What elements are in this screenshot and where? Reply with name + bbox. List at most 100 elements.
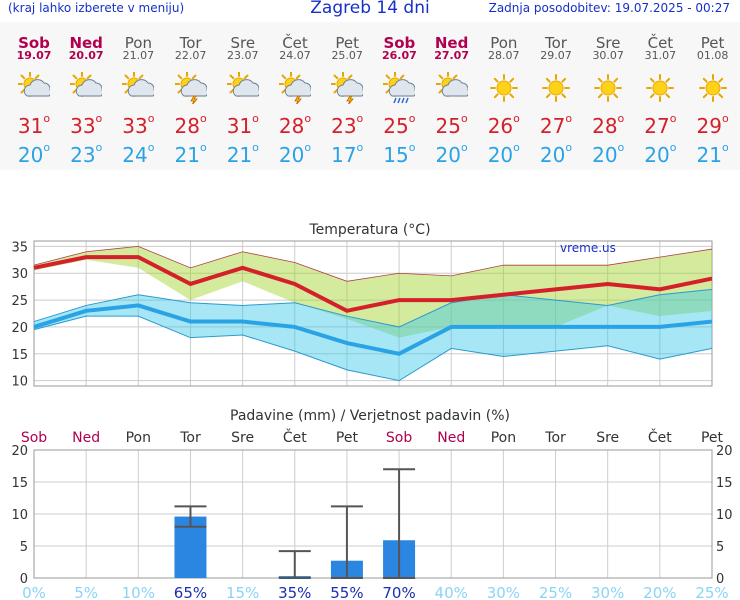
precipitation-probability: 20% xyxy=(643,584,676,600)
day-column: Ned 20.07 33o 23o xyxy=(60,22,112,170)
day-name: Tor xyxy=(179,34,202,52)
day-name: Pet xyxy=(335,34,359,52)
day-column: Tor 22.07 28o 21o xyxy=(165,22,217,170)
day-name: Tor xyxy=(545,34,567,52)
sun-thunderstorm-icon xyxy=(278,71,313,106)
day-name: Ned xyxy=(69,34,103,52)
sun-cloud-icon xyxy=(121,71,156,104)
precipitation-probability: 10% xyxy=(122,584,155,600)
x-tick-label: Ned xyxy=(72,430,100,446)
min-temperature: 20o xyxy=(278,141,312,167)
precipitation-probability: 25% xyxy=(539,584,572,600)
sun-icon xyxy=(488,72,520,104)
day-date: 28.07 xyxy=(488,49,520,62)
sun-rain-icon xyxy=(382,71,417,104)
precipitation-probability: 55% xyxy=(330,584,363,600)
day-column: Sre 30.07 28o 20o xyxy=(582,22,634,170)
x-tick-label: Čet xyxy=(283,428,307,446)
sun-icon xyxy=(697,72,729,104)
y-tick-label: 15 xyxy=(11,348,28,363)
y-tick-label: 30 xyxy=(11,267,28,282)
max-temperature: 33o xyxy=(122,112,155,138)
max-temperature: 28o xyxy=(278,112,312,138)
day-date: 23.07 xyxy=(227,49,259,62)
y-tick-label: 25 xyxy=(11,294,28,309)
day-column: Pon 28.07 26o 20o xyxy=(478,22,530,170)
precipitation-probability: 0% xyxy=(22,584,46,600)
max-band-outline xyxy=(33,245,713,282)
y-tick-label-right: 10 xyxy=(716,508,733,523)
x-tick-label: Pet xyxy=(336,430,359,446)
day-name: Čet xyxy=(647,34,674,52)
sun-thunderstorm-icon xyxy=(330,71,365,106)
y-tick-label: 35 xyxy=(11,240,28,255)
sun-cloud-icon xyxy=(434,71,469,104)
max-temperature: 26o xyxy=(487,112,520,138)
max-temperature: 27o xyxy=(539,112,573,138)
x-tick-label: Sre xyxy=(596,430,619,446)
min-band-outline xyxy=(33,315,713,382)
sun-cloud-icon xyxy=(225,71,260,104)
day-column: Sre 23.07 31o 21o xyxy=(217,22,269,170)
max-temperature: 23o xyxy=(331,112,364,138)
day-name: Pon xyxy=(490,34,518,52)
sun-icon xyxy=(540,72,572,104)
plot-frame xyxy=(33,449,713,579)
precipitation-probability: 25% xyxy=(695,584,728,600)
max-temperature: 25o xyxy=(435,112,468,138)
sun-icon xyxy=(644,72,676,104)
max-temperature: 28o xyxy=(174,112,207,138)
day-name: Čet xyxy=(282,34,308,52)
day-date: 30.07 xyxy=(592,49,624,62)
day-column: Čet 31.07 27o 20o xyxy=(634,22,686,170)
precipitation-probability: 30% xyxy=(591,584,624,600)
precipitation-probability: 40% xyxy=(435,584,468,600)
min-temperature: 20o xyxy=(17,141,51,167)
precipitation-probability: 30% xyxy=(487,584,520,600)
y-tick-label: 5 xyxy=(20,540,28,555)
day-date: 21.07 xyxy=(122,49,155,62)
day-date: 31.07 xyxy=(644,49,677,62)
y-tick-label: 20 xyxy=(11,321,28,336)
precipitation-probability: 70% xyxy=(382,584,415,600)
min-band-outline xyxy=(33,288,713,328)
y-tick-label: 15 xyxy=(11,476,28,491)
day-date: 22.07 xyxy=(174,49,207,62)
y-tick-label: 10 xyxy=(11,508,28,523)
day-name: Sre xyxy=(595,34,621,52)
x-tick-label: Sob xyxy=(386,430,412,446)
min-temperature: 20o xyxy=(487,141,520,167)
day-date: 24.07 xyxy=(279,49,311,62)
min-temperature: 20o xyxy=(539,141,573,167)
day-column: Pon 21.07 33o 24o xyxy=(112,22,164,170)
max-temperature: 33o xyxy=(70,112,103,138)
precipitation-probability: 35% xyxy=(278,584,311,600)
watermark: vreme.us xyxy=(560,241,616,255)
day-column: Tor 29.07 27o 20o xyxy=(530,22,582,170)
precipitation-probability: 65% xyxy=(174,584,207,600)
day-date: 19.07 xyxy=(16,49,52,62)
precipitation-probability: 5% xyxy=(74,584,98,600)
day-name: Pon xyxy=(124,34,152,52)
min-temperature: 17o xyxy=(331,141,364,167)
max-temperature: 29o xyxy=(696,112,729,138)
temperature-chart-title: Temperatura (°C) xyxy=(308,222,430,238)
min-temperature-band xyxy=(34,289,712,381)
location-menu-hint[interactable]: (kraj lahko izberete v meniju) xyxy=(8,1,185,15)
max-temperature: 25o xyxy=(383,112,416,138)
day-name: Sob xyxy=(383,34,416,52)
max-temperature: 27o xyxy=(644,112,677,138)
day-date: 25.07 xyxy=(331,49,363,62)
sun-cloud-icon xyxy=(17,71,52,104)
plot-frame xyxy=(33,240,713,387)
last-update: Zadnja posodobitev: 19.07.2025 - 00:27 xyxy=(488,1,730,15)
max-temperature: 28o xyxy=(592,112,625,138)
y-tick-label: 20 xyxy=(11,444,28,459)
day-name: Pet xyxy=(700,34,725,52)
temperature-chart: Temperatura (°C) 10 15 20 25 30 35 vreme.us xyxy=(11,222,713,390)
min-temperature: 21o xyxy=(226,141,259,167)
y-tick-label-right: 0 xyxy=(716,572,724,587)
page-title: Zagreb 14 dni xyxy=(310,0,430,18)
day-date: 20.07 xyxy=(68,49,104,62)
max-temperature: 31o xyxy=(226,112,259,138)
